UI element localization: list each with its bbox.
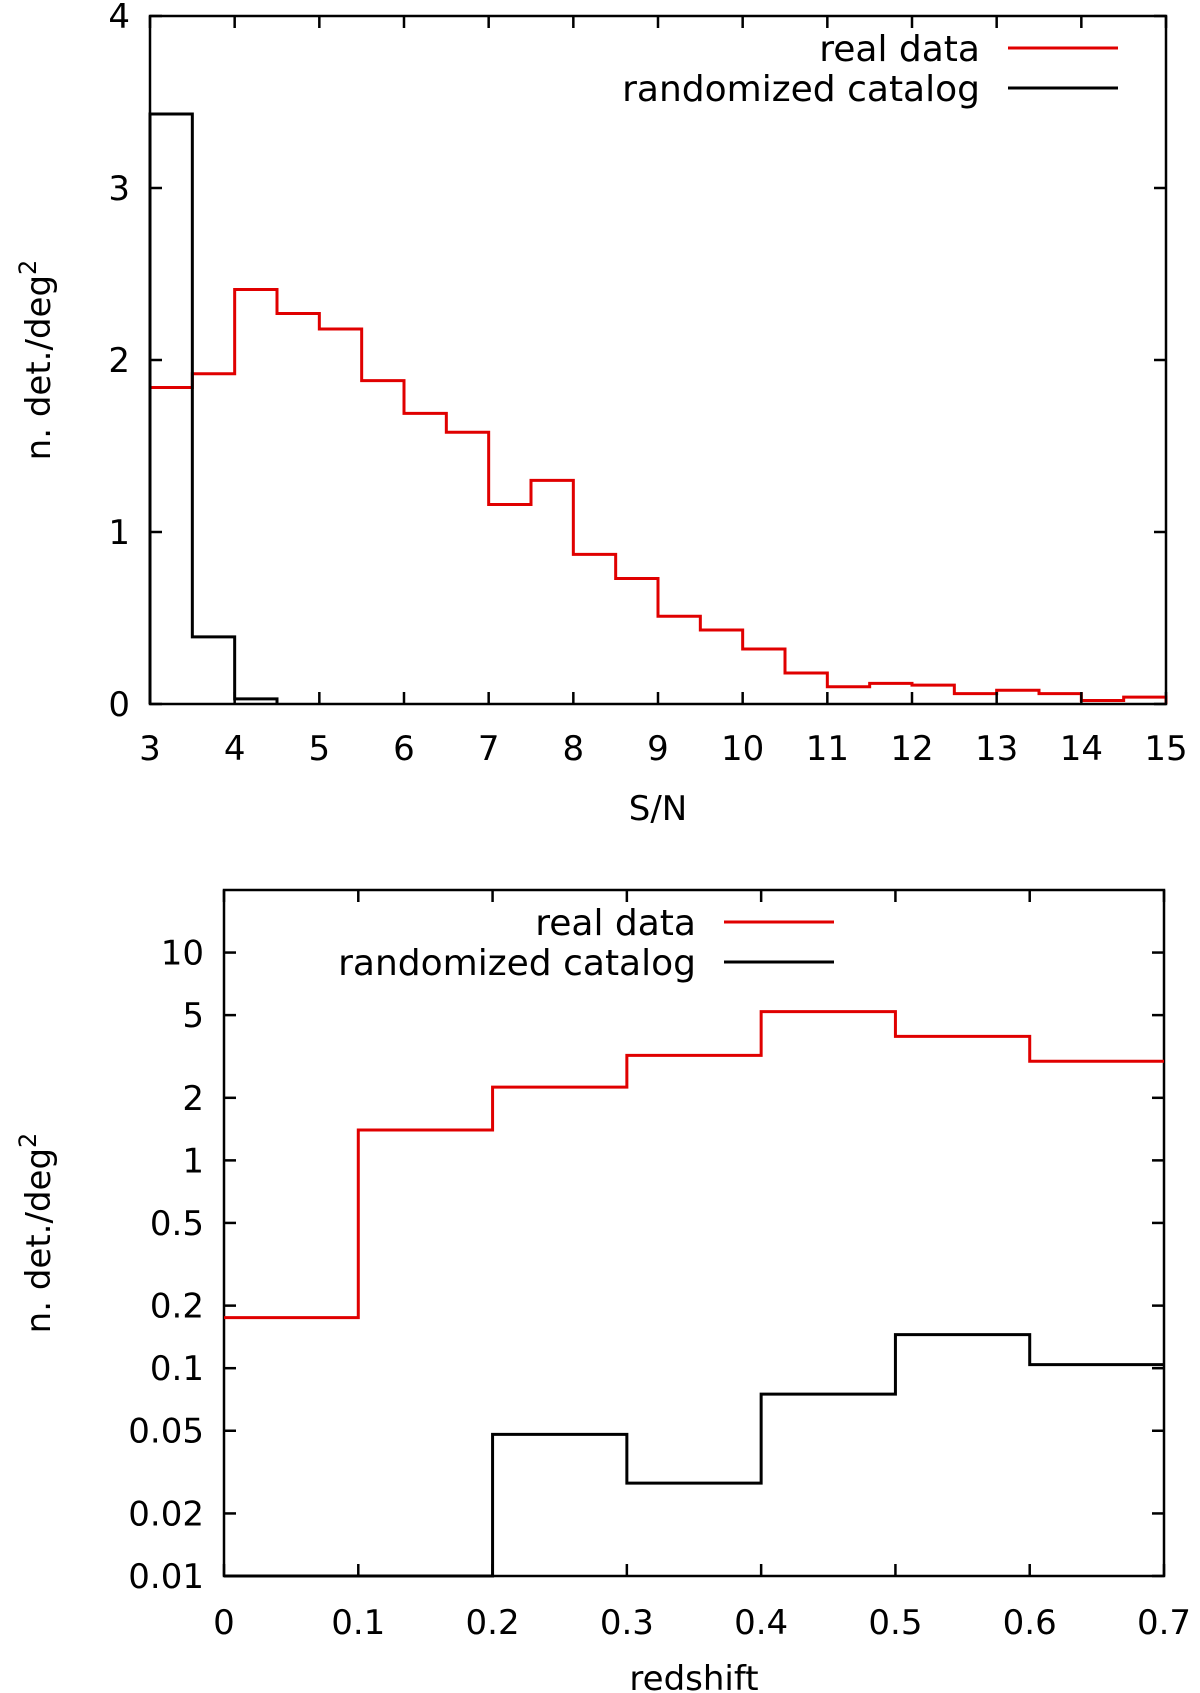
bottom-ticks: [222, 890, 1166, 1578]
top-series-randomized-catalog: [148, 112, 279, 704]
bottom-y-tick-label: 0.2: [150, 1287, 204, 1327]
bottom-y-tick-label: 10: [161, 934, 204, 974]
bottom-y-axis-label-superscript: 2: [14, 1133, 42, 1148]
top-y-tick-label: 1: [108, 513, 130, 553]
bottom-series-randomized-catalog: [224, 1333, 1164, 1578]
bottom-y-tick-label: 0.01: [128, 1557, 204, 1597]
bottom-y-axis-label-text: n. det./deg: [19, 1148, 59, 1333]
bottom-plot-frame: [222, 888, 1166, 1578]
bottom-x-tick-label: 0: [213, 1603, 235, 1643]
top-y-axis-label: n. det./deg2: [14, 260, 59, 461]
top-y-axis-label-text: n. det./deg: [19, 275, 59, 460]
top-legend-label: randomized catalog: [622, 69, 980, 110]
bottom-x-tick-label: 0.4: [734, 1603, 788, 1643]
top-x-tick-label: 11: [806, 729, 849, 769]
top-x-tick-label: 3: [139, 729, 161, 769]
bottom-y-tick-label: 0.1: [150, 1349, 204, 1389]
bottom-x-tick-label: 0.6: [1003, 1603, 1057, 1643]
top-x-tick-labels: 3 4 5 6 7 8 9 10 11 12 13 14 15: [139, 729, 1187, 769]
top-x-axis-label: S/N: [629, 789, 687, 829]
top-x-tick-label: 15: [1144, 729, 1187, 769]
bottom-y-tick-label: 5: [182, 996, 204, 1036]
top-x-tick-label: 5: [309, 729, 331, 769]
bottom-y-tick-label: 0.02: [128, 1494, 204, 1534]
bottom-x-axis-label: redshift: [629, 1659, 758, 1693]
top-y-tick-label: 0: [108, 685, 130, 725]
top-x-tick-label: 10: [721, 729, 764, 769]
top-x-tick-label: 14: [1060, 729, 1103, 769]
top-x-tick-label: 8: [563, 729, 585, 769]
bottom-series-real-data: [224, 1010, 1164, 1320]
bottom-x-tick-labels: 0 0.1 0.2 0.3 0.4 0.5 0.6 0.7: [213, 1603, 1191, 1643]
top-y-axis-label-superscript: 2: [14, 260, 42, 275]
top-series-real-data: [148, 287, 1168, 704]
bottom-x-tick-label: 0.7: [1137, 1603, 1191, 1643]
bottom-y-tick-label: 2: [182, 1079, 204, 1119]
top-y-tick-label: 3: [108, 169, 130, 209]
bottom-y-tick-label: 0.5: [150, 1204, 204, 1244]
top-y-tick-labels: 0 1 2 3 4: [108, 0, 130, 725]
top-x-tick-label: 9: [647, 729, 669, 769]
bottom-legend-label: randomized catalog: [338, 943, 696, 984]
bottom-x-tick-label: 0.5: [868, 1603, 922, 1643]
bottom-x-tick-label: 0.3: [600, 1603, 654, 1643]
bottom-x-tick-label: 0.2: [466, 1603, 520, 1643]
bottom-panel-redshift-histogram: 0 0.1 0.2 0.3 0.4 0.5 0.6 0.7 0.010.020.050.10.…: [14, 888, 1191, 1693]
bottom-y-tick-labels: 0.01 0.02 0.05 0.1 0.2 0.5 1 2 5 10: [128, 934, 204, 1597]
bottom-y-axis-label: n. det./deg2: [14, 1133, 59, 1334]
top-x-tick-label: 6: [393, 729, 415, 769]
top-x-tick-label: 7: [478, 729, 500, 769]
bottom-series-lines: [224, 1010, 1164, 1578]
top-series-lines: [148, 112, 1168, 704]
top-legend-label: real data: [819, 29, 980, 70]
top-x-tick-label: 12: [890, 729, 933, 769]
bottom-x-tick-label: 0.1: [331, 1603, 385, 1643]
top-x-tick-label: 4: [224, 729, 246, 769]
top-y-tick-label: 2: [108, 341, 130, 381]
top-y-tick-label: 4: [108, 0, 130, 37]
top-ticks: [148, 14, 1168, 706]
bottom-legend-label: real data: [535, 903, 696, 944]
bottom-y-tick-label: 0.05: [128, 1412, 204, 1452]
bottom-y-tick-label: 1: [182, 1141, 204, 1181]
top-x-tick-label: 13: [975, 729, 1018, 769]
